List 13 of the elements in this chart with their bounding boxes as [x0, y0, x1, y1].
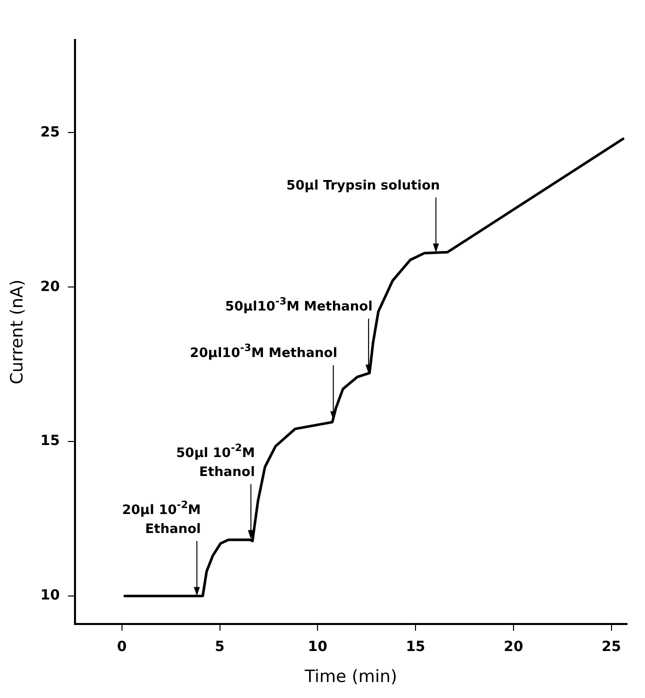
y-tick-label: 25 [40, 124, 60, 140]
y-tick-label: 10 [40, 588, 60, 604]
y-tick-label: 20 [40, 278, 60, 295]
x-tick-label: 15 [406, 638, 426, 655]
x-tick-label: 0 [116, 638, 127, 655]
x-tick-label: 20 [504, 638, 524, 655]
annotation: 50µl Trypsin solution [286, 178, 440, 194]
y-tick-label: 15 [40, 433, 60, 450]
y-axis-title: Current (nA) [8, 279, 28, 384]
x-tick-label: 10 [308, 638, 328, 655]
x-tick-label: 25 [602, 638, 622, 655]
x-axis-title: Time (min) [304, 667, 398, 688]
x-tick-label: 5 [214, 638, 225, 655]
